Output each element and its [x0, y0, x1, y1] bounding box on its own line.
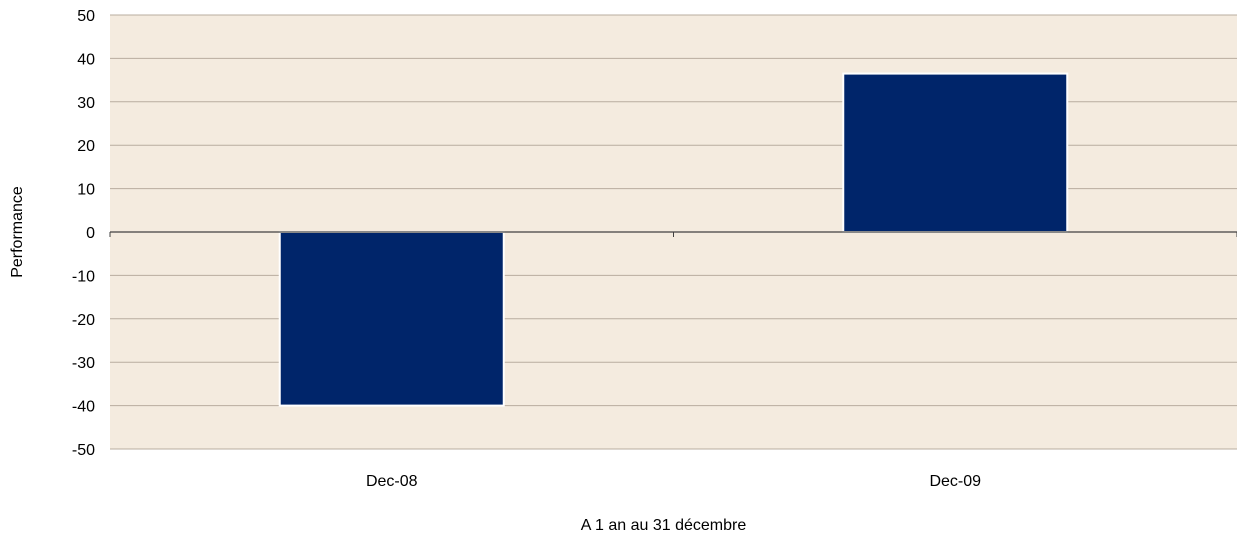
x-tick-label: Dec-08: [366, 473, 418, 490]
y-tick-label: -10: [72, 268, 95, 285]
y-tick-label: -50: [72, 442, 95, 459]
y-tick-label: 50: [77, 8, 95, 25]
y-axis-title: Performance: [9, 186, 26, 278]
y-tick-label: 40: [77, 51, 95, 68]
y-tick-label: 20: [77, 138, 95, 155]
x-tick-labels: Dec-08 Dec-09: [366, 473, 981, 490]
y-tick-labels: 50 40 30 20 10 0 -10 -20 -30 -40 -50: [72, 8, 95, 459]
y-tick-label: 30: [77, 95, 95, 112]
bars: [278, 72, 1069, 407]
y-tick-label: 10: [77, 182, 95, 199]
y-tick-label: -20: [72, 312, 95, 329]
y-tick-label: 0: [86, 225, 95, 242]
x-axis-title: A 1 an au 31 décembre: [581, 517, 747, 534]
y-tick-label: -30: [72, 355, 95, 372]
y-tick-label: -40: [72, 399, 95, 416]
bar-dec-08: [278, 231, 505, 407]
bar-dec-09: [842, 72, 1069, 233]
x-tick-label: Dec-09: [929, 473, 981, 490]
